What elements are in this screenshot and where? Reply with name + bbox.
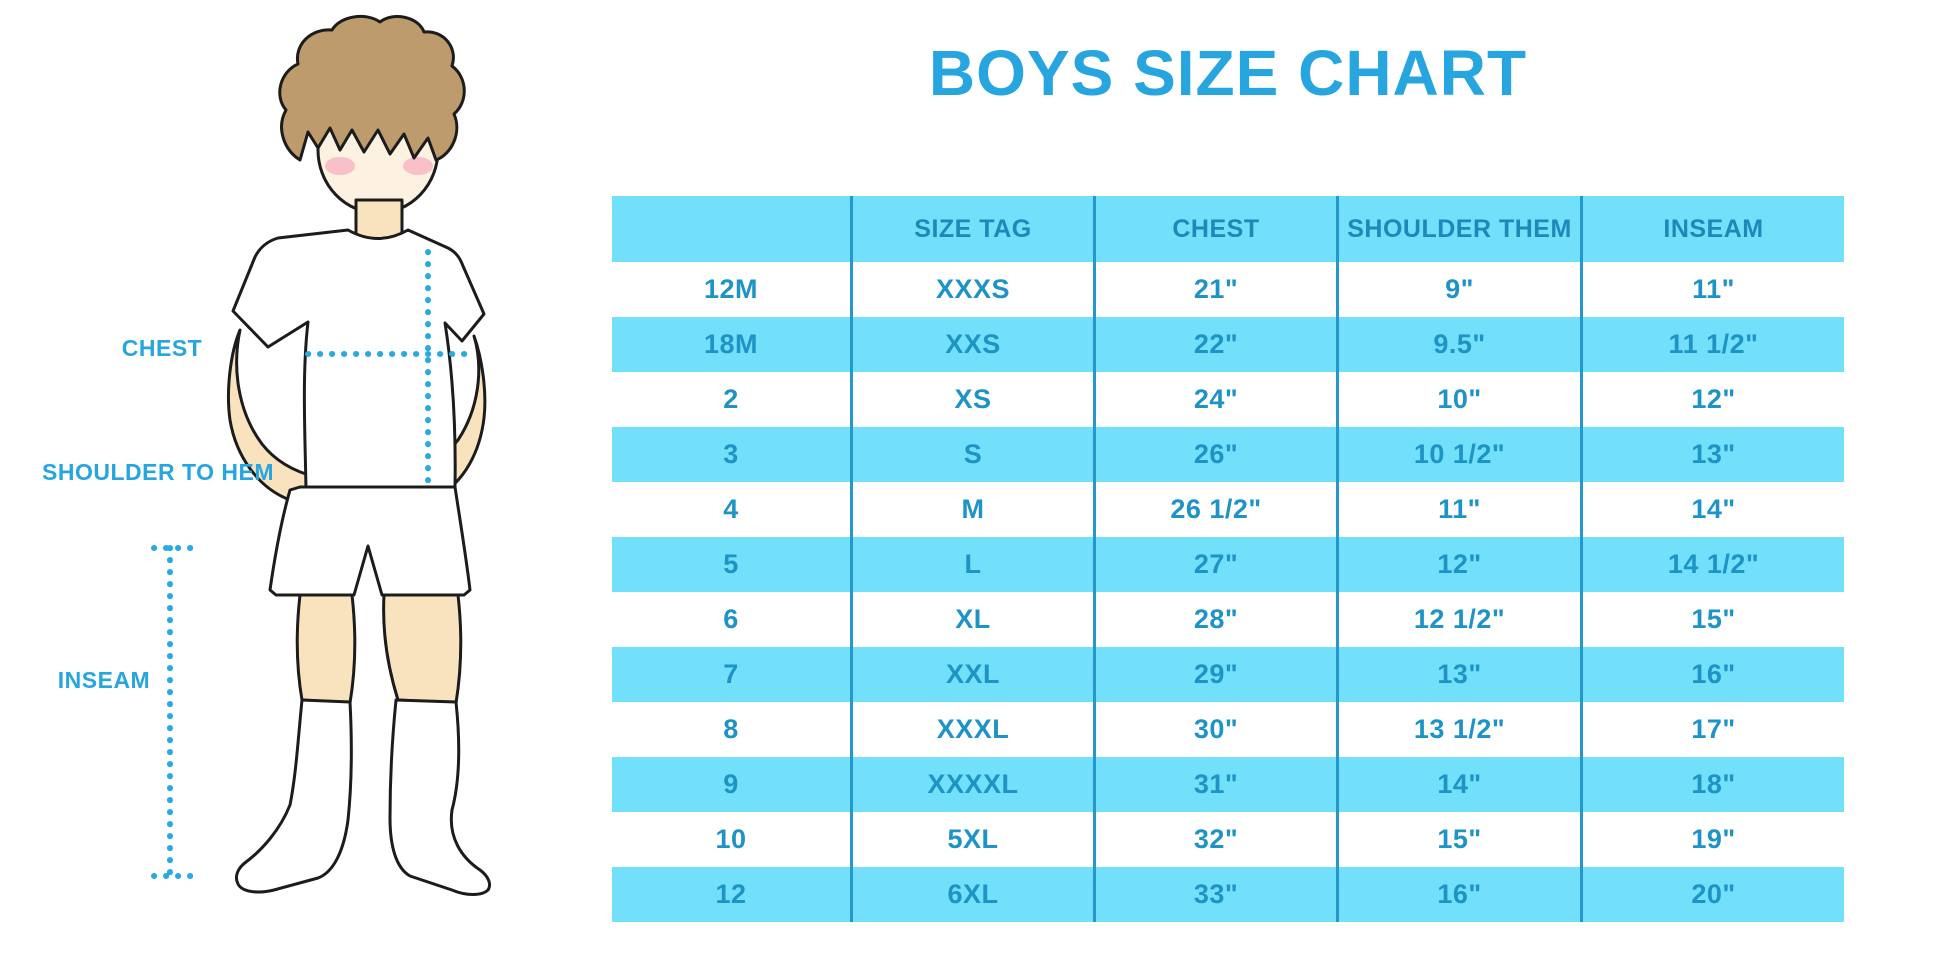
table-row: 5 L 27" 12" 14 1/2" <box>612 537 1844 592</box>
table-cell: 14 1/2" <box>1667 549 1760 579</box>
table-row: 8 XXXL 30" 13 1/2" 17" <box>612 702 1844 757</box>
header-cell-size-tag: SIZE TAG <box>853 196 1096 262</box>
size-table: SIZE TAG CHEST SHOULDER THEM INSEAM 12M X… <box>612 196 1844 922</box>
header-cell-shoulder-them: SHOULDER THEM <box>1339 196 1583 262</box>
table-cell: 7 <box>612 647 853 702</box>
table-cell: XS <box>853 372 1096 427</box>
table-cell: 11 1/2" <box>1668 329 1759 359</box>
table-cell: 10 <box>612 812 853 867</box>
table-cell: 19" <box>1691 824 1736 854</box>
inseam-label: INSEAM <box>57 667 151 693</box>
table-row: 9 XXXXL 31" 14" 18" <box>612 757 1844 812</box>
table-cell: XXXS <box>853 262 1096 317</box>
table-cell: XXXL <box>853 702 1096 757</box>
table-cell: 10 1/2" <box>1339 427 1583 482</box>
table-cell: 12 1/2" <box>1339 592 1583 647</box>
table-cell: 13 1/2" <box>1339 702 1583 757</box>
table-cell: 11" <box>1692 274 1735 304</box>
table-cell: XXXXL <box>853 757 1096 812</box>
header-cell-inseam: INSEAM <box>1663 214 1764 243</box>
table-cell: 12M <box>612 262 853 317</box>
boy-shorts <box>268 485 472 597</box>
table-cell: 14" <box>1691 494 1736 524</box>
table-cell: 21" <box>1096 262 1339 317</box>
table-cell: 5 <box>612 537 853 592</box>
table-cell: XXS <box>853 317 1096 372</box>
table-cell: 28" <box>1096 592 1339 647</box>
table-cell: 30" <box>1096 702 1339 757</box>
boy-right-sock <box>388 698 492 896</box>
header-cell-size <box>612 196 853 262</box>
table-cell: 26 1/2" <box>1096 482 1339 537</box>
table-cell: 12" <box>1339 537 1583 592</box>
table-row: 7 XXL 29" 13" 16" <box>612 647 1844 702</box>
table-cell: 29" <box>1096 647 1339 702</box>
table-cell: 33" <box>1096 867 1339 922</box>
table-cell: 5XL <box>853 812 1096 867</box>
table-cell: 14" <box>1339 757 1583 812</box>
boy-left-sock <box>234 698 353 894</box>
table-cell: S <box>853 427 1096 482</box>
table-cell: 18" <box>1691 769 1736 799</box>
table-cell: 6XL <box>853 867 1096 922</box>
table-cell: 9.5" <box>1339 317 1583 372</box>
table-row: 18M XXS 22" 9.5" 11 1/2" <box>612 317 1844 372</box>
table-row: 10 5XL 32" 15" 19" <box>612 812 1844 867</box>
table-row: 2 XS 24" 10" 12" <box>612 372 1844 427</box>
boy-left-leg <box>295 593 357 705</box>
table-cell: 22" <box>1096 317 1339 372</box>
table-cell: 2 <box>612 372 853 427</box>
table-cell: 13" <box>1691 439 1736 469</box>
boy-cheek-right <box>403 157 433 175</box>
table-cell: 12" <box>1691 384 1736 414</box>
table-cell: 9 <box>612 757 853 812</box>
boy-illustration <box>151 14 492 896</box>
page-title: BOYS SIZE CHART <box>928 37 1528 109</box>
table-cell: 17" <box>1691 714 1736 744</box>
table-row: 12 6XL 33" 16" 20" <box>612 867 1844 922</box>
table-cell: 11" <box>1339 482 1583 537</box>
table-cell: 32" <box>1096 812 1339 867</box>
table-cell: 9" <box>1339 262 1583 317</box>
table-cell: XXL <box>853 647 1096 702</box>
table-cell: 27" <box>1096 537 1339 592</box>
boy-right-leg <box>382 593 463 705</box>
table-cell: 16" <box>1691 659 1736 689</box>
header-cell-chest: CHEST <box>1096 196 1339 262</box>
table-cell: 8 <box>612 702 853 757</box>
table-cell: 10" <box>1339 372 1583 427</box>
table-row: 12M XXXS 21" 9" 11" <box>612 262 1844 317</box>
table-cell: 6 <box>612 592 853 647</box>
boy-hair <box>278 14 466 162</box>
table-row: 6 XL 28" 12 1/2" 15" <box>612 592 1844 647</box>
table-cell: 26" <box>1096 427 1339 482</box>
table-cell: XL <box>853 592 1096 647</box>
inseam-measure-line <box>151 545 195 879</box>
size-table-body: 12M XXXS 21" 9" 11" 18M XXS 22" 9.5" 11 1/2" 2 XS 24… <box>612 262 1844 922</box>
chest-label: CHEST <box>121 335 203 361</box>
table-cell: 18M <box>612 317 853 372</box>
size-table-header: SIZE TAG CHEST SHOULDER THEM INSEAM <box>612 196 1844 262</box>
table-cell: 31" <box>1096 757 1339 812</box>
shoulder-to-hem-label: SHOULDER TO HEM <box>42 459 274 485</box>
table-row: 4 M 26 1/2" 11" 14" <box>612 482 1844 537</box>
table-cell: 3 <box>612 427 853 482</box>
table-cell: 15" <box>1339 812 1583 867</box>
table-cell: 15" <box>1691 604 1736 634</box>
table-cell: 20" <box>1691 879 1736 909</box>
table-cell: 24" <box>1096 372 1339 427</box>
table-cell: M <box>853 482 1096 537</box>
table-row: 3 S 26" 10 1/2" 13" <box>612 427 1844 482</box>
table-cell: 13" <box>1339 647 1583 702</box>
table-cell: 12 <box>612 867 853 922</box>
table-cell: 16" <box>1339 867 1583 922</box>
table-cell: L <box>853 537 1096 592</box>
table-cell: 4 <box>612 482 853 537</box>
boy-cheek-left <box>325 157 355 175</box>
